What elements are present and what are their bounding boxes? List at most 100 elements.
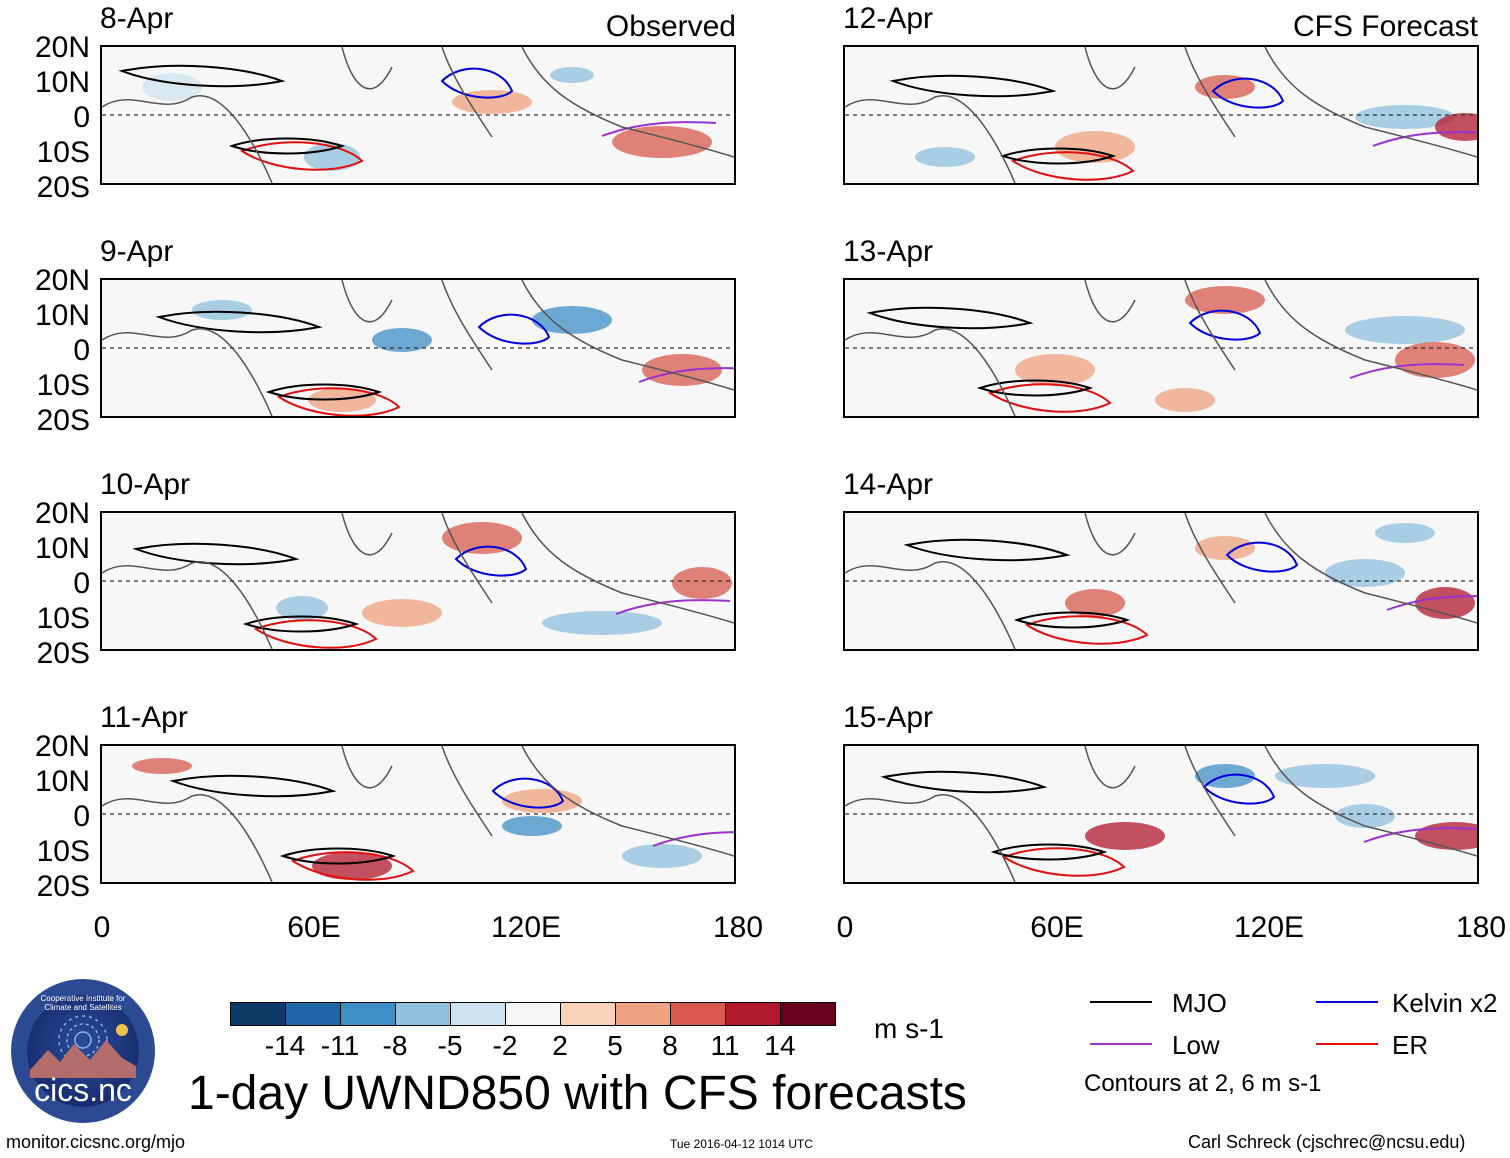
wave-contour xyxy=(615,599,731,615)
colorbar-swatch xyxy=(725,1002,781,1026)
wind-anomaly-blob xyxy=(276,596,328,620)
colorbar-tick-label: 2 xyxy=(552,1030,568,1061)
lat-label-row1-10n: 10N xyxy=(34,66,90,99)
lat-label-row3-20n: 20N xyxy=(34,497,90,530)
wave-contour xyxy=(999,147,1117,165)
wind-anomaly-blob xyxy=(1415,822,1477,850)
colorbar-swatch xyxy=(230,1002,286,1026)
panel-title-1: 8-Apr xyxy=(100,2,174,35)
panel-title-7: 14-Apr xyxy=(843,468,934,501)
map-panel-15-apr xyxy=(843,744,1479,884)
wind-anomaly-blob xyxy=(1185,286,1265,314)
map-canvas xyxy=(845,280,1477,416)
map-panel-10-apr xyxy=(100,511,736,651)
wave-contour xyxy=(491,777,565,809)
wind-anomaly-blob xyxy=(1055,131,1135,163)
wave-contour xyxy=(169,774,337,798)
coastline xyxy=(102,280,734,416)
coastline xyxy=(102,513,734,649)
colorbar-tick-label: 8 xyxy=(662,1030,678,1061)
wind-anomaly-blob xyxy=(550,67,594,83)
wave-contour xyxy=(118,64,286,88)
map-canvas xyxy=(102,746,734,882)
wave-contour xyxy=(279,847,397,865)
wave-contour xyxy=(228,137,346,155)
footer-credit: Carl Schreck (cjschrec@ncsu.edu) xyxy=(1188,1132,1466,1152)
cics-logo: Cooperative Institute for Climate and Sa… xyxy=(10,978,156,1124)
wave-contour xyxy=(454,545,528,577)
map-canvas xyxy=(102,47,734,183)
colorbar-tick-label: -2 xyxy=(492,1030,518,1061)
legend-mjo-label: MJO xyxy=(1172,988,1227,1018)
coastline xyxy=(845,746,1477,882)
colorbar-tick-label: -8 xyxy=(382,1030,408,1061)
map-canvas xyxy=(845,47,1477,183)
lat-label-row1-0: 0 xyxy=(73,101,90,134)
wave-contour xyxy=(1202,773,1276,805)
colorbar-swatch xyxy=(670,1002,726,1026)
lon-label-180-left: 180 xyxy=(712,911,764,944)
wind-anomaly-blob xyxy=(1195,75,1255,99)
wave-contour xyxy=(290,851,415,881)
wave-contour xyxy=(638,367,734,383)
lon-label-180-right: 180 xyxy=(1455,911,1507,944)
lon-label-60e-left: 60E xyxy=(287,911,341,944)
panel-title-5: 12-Apr xyxy=(843,2,934,35)
lat-label-row2-10n: 10N xyxy=(34,299,90,332)
lat-label-row3-10s: 10S xyxy=(36,602,90,635)
lat-label-row4-20n: 20N xyxy=(34,730,90,763)
lat-label-row4-10s: 10S xyxy=(36,835,90,868)
wave-contour xyxy=(265,383,383,401)
wave-contour xyxy=(880,770,1048,794)
observed-label: Observed xyxy=(605,10,736,43)
footer-url[interactable]: monitor.cicsnc.org/mjo xyxy=(6,1132,186,1152)
colorbar-tick-label: -11 xyxy=(320,1030,360,1061)
colorbar-tick-label: 11 xyxy=(710,1030,740,1061)
lat-label-row2-0: 0 xyxy=(73,334,90,367)
lat-label-row2-20n: 20N xyxy=(34,264,90,297)
legend-kelvin-line xyxy=(1316,1001,1378,1003)
wave-contour xyxy=(1372,131,1477,147)
lon-label-0-right: 0 xyxy=(836,911,854,944)
legend-low-label: Low xyxy=(1172,1030,1220,1060)
wind-anomaly-blob xyxy=(192,300,252,320)
legend-low-line xyxy=(1090,1043,1152,1045)
colorbar-tick-label: 14 xyxy=(764,1030,796,1061)
map-panel-9-apr xyxy=(100,278,736,418)
wind-anomaly-blob xyxy=(915,147,975,167)
colorbar-swatch xyxy=(780,1002,836,1026)
lat-label-row1-20s: 20S xyxy=(36,171,90,204)
wave-contour xyxy=(652,831,734,847)
wave-contour xyxy=(1013,611,1131,629)
wind-anomaly-blob xyxy=(1395,342,1475,378)
panel-title-3: 10-Apr xyxy=(100,468,191,501)
lat-label-row4-20s: 20S xyxy=(36,870,90,903)
wind-anomaly-blob xyxy=(442,522,522,554)
wave-contour xyxy=(601,121,717,137)
wave-contour xyxy=(477,313,551,345)
wind-anomaly-blob xyxy=(642,354,722,386)
wind-anomaly-blob xyxy=(1015,354,1095,386)
coastline xyxy=(845,280,1477,416)
colorbar-swatch xyxy=(285,1002,341,1026)
lon-label-60e-right: 60E xyxy=(1030,911,1084,944)
footer-timestamp: Tue 2016-04-12 1014 UTC xyxy=(670,1137,813,1151)
wind-anomaly-blob xyxy=(1085,822,1165,850)
wave-contour xyxy=(1010,151,1135,181)
map-canvas xyxy=(102,513,734,649)
legend-er-label: ER xyxy=(1392,1030,1429,1060)
wind-anomaly-blob xyxy=(502,816,562,836)
wave-contour xyxy=(1386,595,1477,611)
lat-label-row3-10n: 10N xyxy=(34,532,90,565)
coastline xyxy=(102,47,734,183)
legend-mjo-line xyxy=(1090,1001,1152,1003)
colorbar-swatch xyxy=(505,1002,561,1026)
wind-anomaly-blob xyxy=(1155,388,1215,412)
logo-ring-text: Cooperative Institute for Climate and Sa… xyxy=(40,994,126,1012)
wind-anomaly-blob xyxy=(362,599,442,627)
colorbar-tick-label: 5 xyxy=(607,1030,623,1061)
wave-contour xyxy=(1211,77,1285,109)
wind-anomaly-blob xyxy=(672,567,732,599)
map-panel-11-apr xyxy=(100,744,736,884)
wave-contour xyxy=(155,310,323,334)
